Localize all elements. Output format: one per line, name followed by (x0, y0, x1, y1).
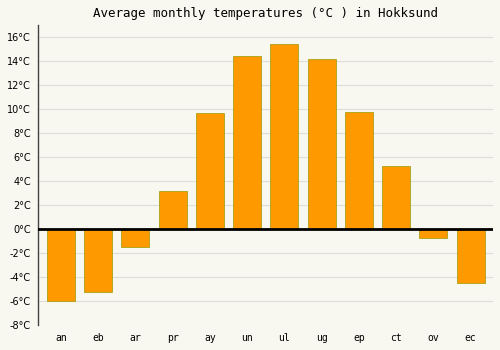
Bar (308, 59, 336, 229)
Bar (47, 229, 75, 301)
Bar (420, 229, 448, 238)
Bar (382, 166, 410, 229)
Bar (270, 44, 298, 229)
Bar (84, 229, 112, 292)
Bar (122, 229, 150, 247)
Bar (456, 229, 484, 284)
Bar (196, 113, 224, 229)
Bar (345, 112, 373, 229)
Bar (233, 56, 261, 229)
Title: Average monthly temperatures (°C ) in Hokksund: Average monthly temperatures (°C ) in Ho… (94, 7, 438, 20)
Bar (158, 191, 186, 229)
